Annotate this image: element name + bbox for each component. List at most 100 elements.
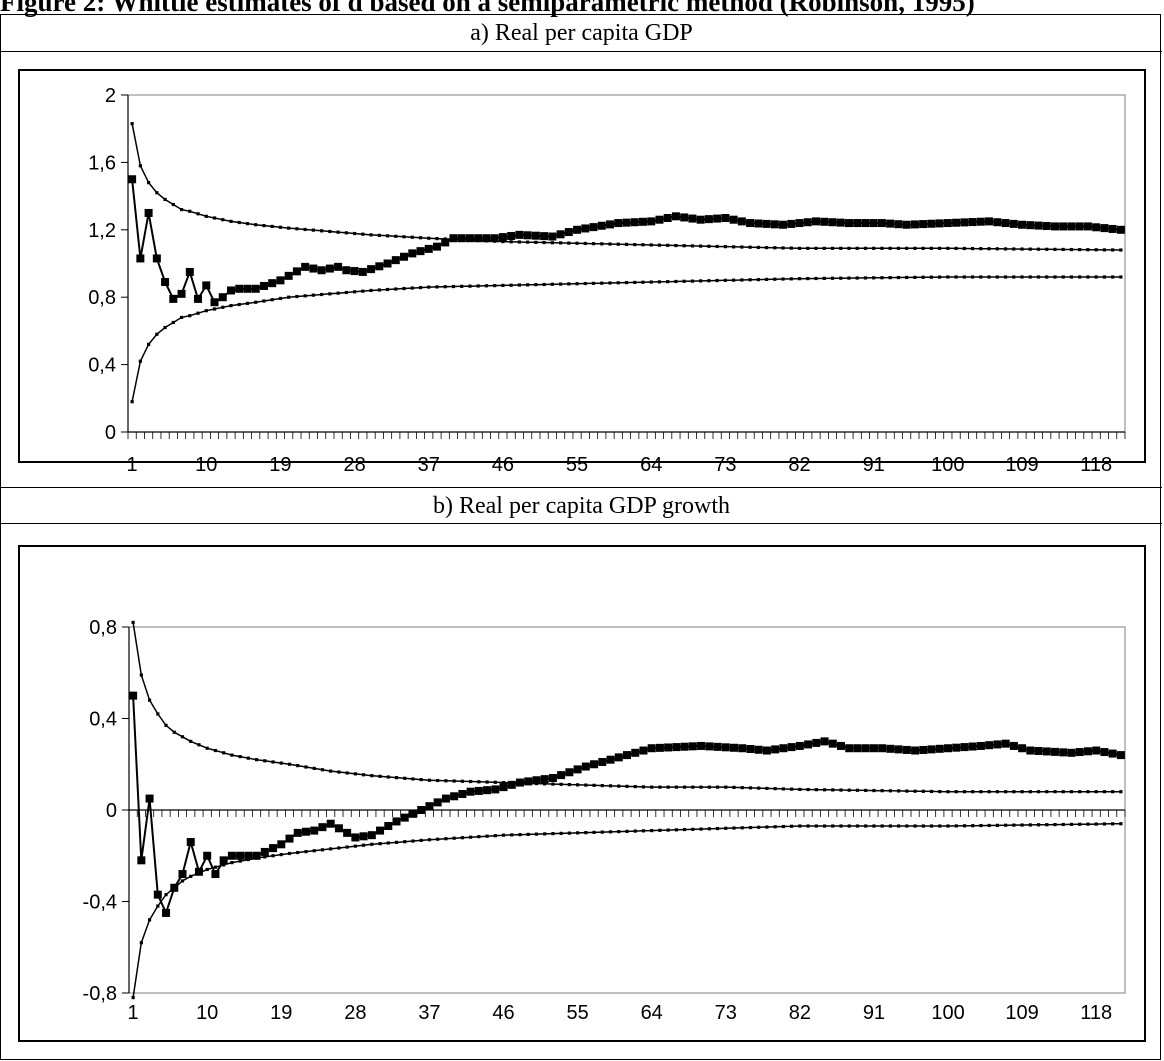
data-point <box>845 744 854 753</box>
data-point <box>872 788 876 793</box>
data-point <box>946 790 950 794</box>
data-point <box>510 781 514 785</box>
data-point <box>485 780 489 784</box>
y-tick-label: 1,2 <box>88 220 116 242</box>
data-point <box>1009 741 1018 750</box>
data-point <box>888 246 892 250</box>
data-point <box>657 280 662 284</box>
x-tick-label: 109 <box>1005 454 1038 476</box>
data-point <box>598 757 607 766</box>
data-point <box>161 278 170 287</box>
data-point <box>204 309 208 313</box>
data-point <box>929 789 934 794</box>
data-point <box>1020 823 1024 827</box>
data-point <box>672 743 681 752</box>
data-point <box>1059 748 1068 757</box>
data-point <box>650 828 654 833</box>
x-tick-label: 55 <box>566 454 588 476</box>
data-point <box>902 220 911 229</box>
data-point <box>328 229 332 234</box>
y-tick-label: 0,4 <box>89 709 117 731</box>
data-point <box>1069 275 1074 279</box>
data-point <box>737 217 746 226</box>
data-point <box>452 779 456 783</box>
data-point <box>400 813 409 822</box>
data-point <box>1086 248 1090 252</box>
data-point <box>812 217 821 226</box>
data-point <box>269 844 278 853</box>
y-tick-label: 0,4 <box>88 355 116 377</box>
data-point <box>559 782 563 786</box>
data-point <box>144 208 153 217</box>
data-point <box>229 304 233 308</box>
data-point <box>222 751 226 755</box>
data-point <box>624 280 629 285</box>
data-point <box>1119 822 1123 826</box>
data-point <box>1094 248 1098 252</box>
data-point <box>746 745 755 753</box>
data-point <box>764 245 769 250</box>
data-point <box>556 230 565 239</box>
data-point <box>806 824 810 828</box>
data-point <box>188 209 192 213</box>
data-point <box>770 220 779 229</box>
data-point <box>861 744 870 753</box>
data-point <box>394 287 398 291</box>
data-point <box>935 219 944 228</box>
data-point <box>757 786 761 790</box>
data-point <box>452 836 456 840</box>
data-point <box>764 277 769 282</box>
data-point <box>781 246 785 250</box>
data-point <box>458 789 467 798</box>
data-point <box>869 744 878 753</box>
data-point <box>798 824 802 828</box>
data-point <box>886 744 895 753</box>
data-point <box>1086 790 1090 794</box>
data-point <box>451 284 456 289</box>
data-point <box>353 772 357 776</box>
data-point <box>655 215 664 224</box>
data-point <box>427 285 431 289</box>
data-point <box>1045 275 1049 279</box>
series-line <box>131 123 1121 251</box>
data-point <box>400 252 409 261</box>
data-point <box>831 788 835 792</box>
data-point <box>334 262 343 271</box>
series-line <box>132 695 1122 916</box>
x-tick-label: 37 <box>418 1002 440 1024</box>
data-point <box>650 785 654 789</box>
x-tick-label: 10 <box>195 454 217 476</box>
series-1 <box>130 122 1123 252</box>
data-point <box>202 281 211 290</box>
data-point <box>450 792 459 801</box>
data-point <box>1020 790 1024 794</box>
data-point <box>221 218 225 222</box>
data-point <box>402 235 406 239</box>
plot-area-border <box>127 94 1126 433</box>
data-point <box>518 781 522 785</box>
data-point <box>1067 222 1076 231</box>
data-point <box>853 744 862 753</box>
data-point <box>337 846 341 850</box>
data-point <box>370 774 374 778</box>
data-point <box>263 855 267 859</box>
data-point <box>655 743 664 752</box>
data-point <box>1036 275 1041 279</box>
data-point <box>836 218 845 227</box>
data-point <box>872 824 876 828</box>
data-point <box>971 790 975 794</box>
data-point <box>993 218 1002 227</box>
data-point <box>418 236 423 240</box>
data-point <box>484 284 489 288</box>
data-point <box>1102 822 1107 826</box>
data-point <box>690 244 695 248</box>
data-point <box>771 745 780 754</box>
data-point <box>1111 822 1115 826</box>
data-point <box>377 233 381 237</box>
data-point <box>156 712 160 716</box>
data-point <box>697 741 706 750</box>
data-point <box>630 218 639 227</box>
data-point <box>172 886 176 890</box>
data-point <box>344 231 348 235</box>
data-point <box>469 835 473 839</box>
